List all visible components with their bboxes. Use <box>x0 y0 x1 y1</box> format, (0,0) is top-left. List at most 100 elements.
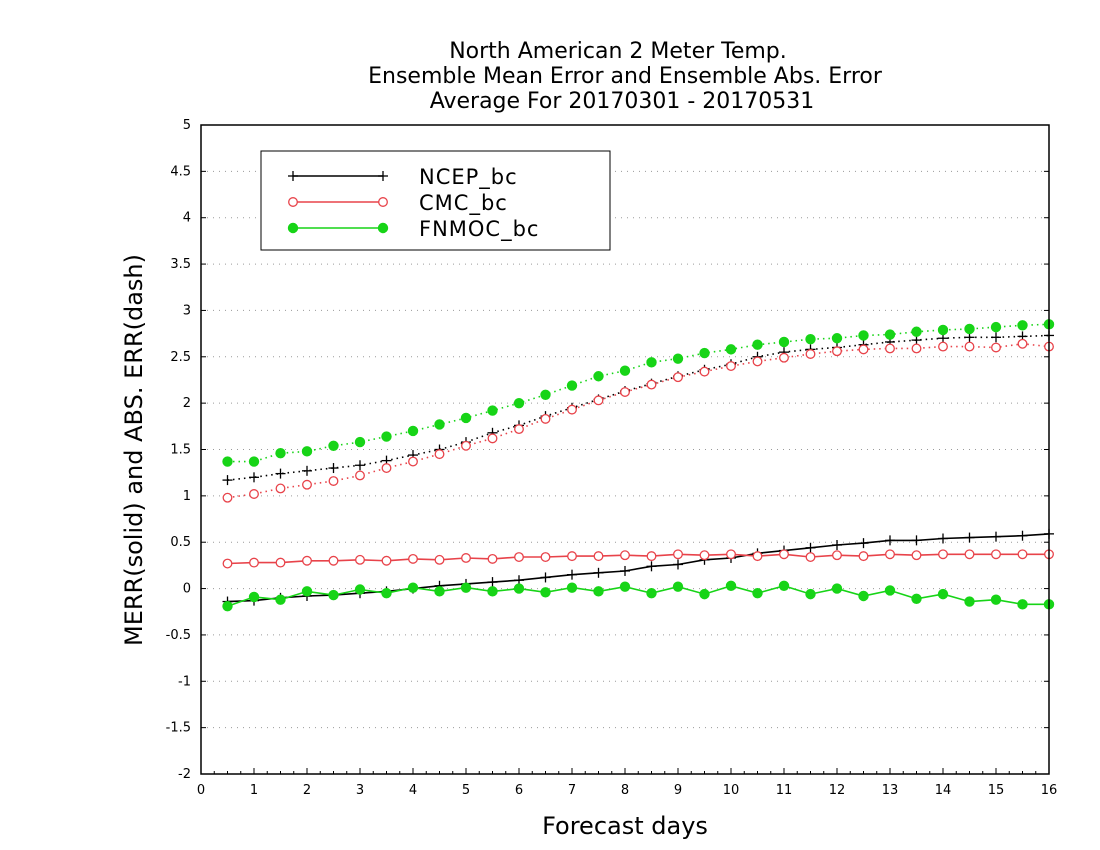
series-line-abs-err <box>227 334 1050 481</box>
data-point-abs-err <box>620 387 630 397</box>
data-point-merr <box>487 577 498 588</box>
data-point-abs-err <box>593 395 604 406</box>
data-point-abs-err <box>885 343 895 354</box>
x-tick-label: 3 <box>356 783 364 798</box>
data-point-merr <box>1017 549 1028 560</box>
series-layer <box>222 319 1055 612</box>
y-tick-label: -1 <box>178 674 191 689</box>
data-point-abs-err <box>699 366 710 377</box>
x-tick-label: 12 <box>829 783 846 798</box>
data-point-merr <box>567 569 577 580</box>
data-point-merr <box>831 583 843 594</box>
data-point-abs-err <box>275 448 286 459</box>
data-point-merr <box>699 550 710 561</box>
x-axis-label: Forecast days <box>542 812 708 840</box>
data-point-merr <box>567 551 577 562</box>
legend-label: FNMOC_bc <box>419 217 539 242</box>
data-point-abs-err <box>964 341 975 352</box>
data-point-merr <box>566 582 578 593</box>
data-point-abs-err <box>328 463 339 474</box>
data-point-abs-err <box>858 330 869 341</box>
data-point-merr <box>222 558 233 569</box>
data-point-merr <box>355 554 365 565</box>
y-tick-label: 2.5 <box>170 350 191 365</box>
chart-title-line-2: Ensemble Mean Error and Ensemble Abs. Er… <box>368 64 883 89</box>
data-point-merr <box>673 559 683 570</box>
data-point-abs-err <box>328 476 339 486</box>
data-point-abs-err <box>831 333 843 344</box>
data-point-abs-err <box>990 321 1002 333</box>
data-point-abs-err <box>752 339 763 350</box>
data-point-abs-err <box>249 489 259 499</box>
data-point-abs-err <box>779 352 789 363</box>
y-axis-label: MERR(solid) and ABS. ERR(dash) <box>120 254 148 646</box>
data-point-abs-err <box>434 449 445 460</box>
data-point-merr <box>991 531 1001 542</box>
data-point-abs-err <box>1017 338 1028 349</box>
data-point-merr <box>487 586 498 597</box>
data-point-merr <box>964 596 975 607</box>
legend-label: CMC_bc <box>419 191 508 216</box>
data-point-abs-err <box>699 347 710 359</box>
y-axis-ticks: -2 -1.5 -1 -0.5 0 0.5 1 1.5 2 2.5 3 3.5 4 4.5 5 <box>166 118 1049 782</box>
plot-frame <box>200 124 1050 775</box>
data-point-merr <box>620 565 630 576</box>
data-point-abs-err <box>964 323 975 335</box>
y-tick-label: 0.5 <box>170 535 191 550</box>
data-point-abs-err <box>222 475 233 486</box>
x-tick-label: 0 <box>197 783 205 798</box>
legend-marker <box>377 222 389 234</box>
data-point-merr <box>222 600 233 612</box>
data-point-merr <box>884 585 896 596</box>
data-point-abs-err <box>832 346 842 357</box>
series-line-abs-err <box>227 323 1050 463</box>
chart-title-line-3: Average For 20170301 - 20170531 <box>430 89 815 114</box>
legend-entry: CMC_bc <box>288 191 508 216</box>
data-point-merr <box>964 549 975 560</box>
data-point-merr <box>381 588 392 599</box>
data-point-merr <box>328 555 339 566</box>
data-point-merr <box>1017 530 1028 541</box>
data-point-abs-err <box>991 332 1001 343</box>
data-point-abs-err <box>301 446 313 457</box>
data-point-merr <box>885 549 895 560</box>
data-point-abs-err <box>354 436 366 448</box>
x-tick-label: 13 <box>882 783 899 798</box>
data-point-merr <box>699 588 710 600</box>
data-point-abs-err <box>725 344 737 355</box>
chart-title-line-1: North American 2 Meter Temp. <box>449 39 787 64</box>
x-tick-label: 15 <box>988 783 1005 798</box>
data-point-abs-err <box>355 470 365 481</box>
y-tick-label: -1.5 <box>166 721 191 736</box>
data-point-merr <box>646 551 657 562</box>
data-point-abs-err <box>1017 320 1028 331</box>
data-point-merr <box>991 549 1001 560</box>
data-point-merr <box>990 594 1002 605</box>
data-point-abs-err <box>938 341 948 352</box>
y-tick-label: 4.5 <box>170 164 191 179</box>
x-tick-label: 10 <box>723 783 740 798</box>
data-point-abs-err <box>222 456 233 467</box>
data-point-merr <box>885 535 895 546</box>
data-point-merr <box>461 553 471 563</box>
series-NCEP_bc <box>222 330 1054 607</box>
data-point-abs-err <box>911 343 922 354</box>
data-point-abs-err <box>646 379 657 390</box>
data-point-merr <box>248 591 260 603</box>
x-tick-label: 9 <box>674 783 682 798</box>
data-point-merr <box>672 581 684 592</box>
data-point-abs-err <box>726 361 736 372</box>
data-point-merr <box>832 550 842 561</box>
legend-marker <box>288 171 298 181</box>
data-point-abs-err <box>514 424 524 435</box>
data-point-abs-err <box>619 365 631 376</box>
data-point-merr <box>593 567 604 578</box>
x-tick-label: 4 <box>409 783 417 798</box>
data-point-abs-err <box>460 412 472 424</box>
y-tick-label: 5 <box>183 118 191 133</box>
data-point-abs-err <box>937 324 949 336</box>
data-point-merr <box>434 586 445 597</box>
data-point-merr <box>540 552 551 562</box>
data-point-merr <box>911 535 922 546</box>
